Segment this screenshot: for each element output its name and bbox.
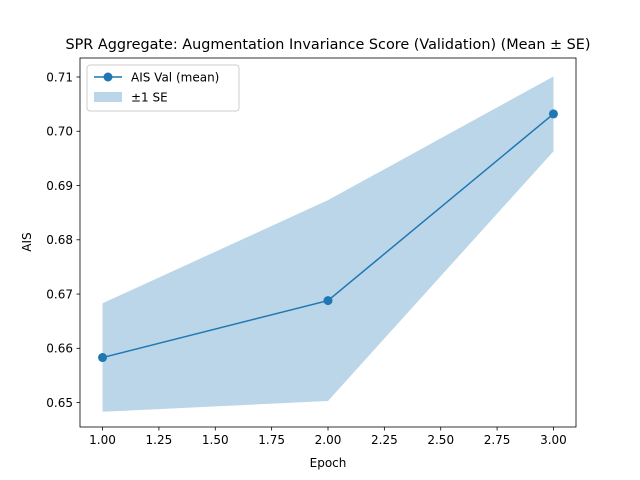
- x-axis-label: Epoch: [310, 456, 347, 470]
- series-layer: [98, 109, 558, 363]
- x-tick-label: 1.50: [202, 433, 229, 447]
- y-tick-label: 0.65: [46, 396, 73, 410]
- y-tick-label: 0.68: [46, 233, 73, 247]
- x-tick-label: 2.50: [427, 433, 454, 447]
- se-band-layer: [102, 76, 554, 412]
- legend-frame: [86, 64, 240, 112]
- y-tick-label: 0.70: [46, 125, 73, 139]
- x-tick-label: 2.25: [371, 433, 398, 447]
- x-tick-label: 2.75: [484, 433, 511, 447]
- legend: AIS Val (mean) ±1 SE: [86, 64, 240, 112]
- legend-label-mean: AIS Val (mean): [131, 71, 219, 85]
- chart-title: SPR Aggregate: Augmentation Invariance S…: [65, 37, 590, 53]
- x-tick-label: 1.00: [89, 433, 116, 447]
- x-tick-label: 1.25: [146, 433, 173, 447]
- y-tick-label: 0.67: [46, 287, 73, 301]
- y-axis-ticks: 0.65 0.66 0.67 0.68 0.69 0.70 0.71: [46, 70, 80, 410]
- x-tick-label: 3.00: [540, 433, 567, 447]
- legend-marker-swatch: [103, 72, 113, 82]
- data-point: [98, 353, 108, 363]
- y-axis-label: AIS: [20, 232, 34, 251]
- y-tick-label: 0.71: [46, 70, 73, 84]
- data-point: [323, 296, 333, 306]
- legend-label-se: ±1 SE: [131, 91, 168, 105]
- se-band: [102, 76, 554, 412]
- x-tick-label: 1.75: [258, 433, 285, 447]
- x-tick-label: 2.00: [315, 433, 342, 447]
- x-axis-ticks: 1.00 1.25 1.50 1.75 2.00 2.25 2.50 2.75 3.00: [89, 427, 567, 447]
- legend-band-swatch: [94, 92, 122, 102]
- y-tick-label: 0.69: [46, 179, 73, 193]
- y-tick-label: 0.66: [46, 342, 73, 356]
- data-point: [548, 109, 558, 119]
